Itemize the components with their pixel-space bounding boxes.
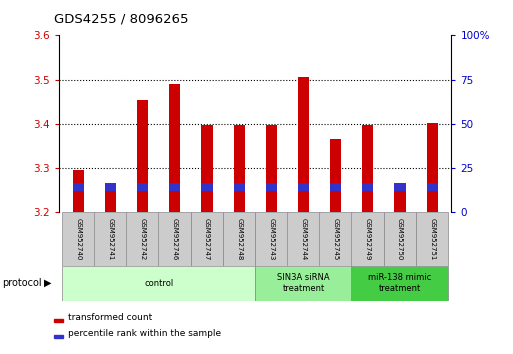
Text: GSM952740: GSM952740 [75, 218, 81, 260]
Bar [351, 212, 384, 266]
Text: GSM952751: GSM952751 [429, 218, 435, 260]
Bar [394, 183, 406, 191]
Bar [426, 122, 438, 212]
Bar [105, 184, 116, 212]
Bar [73, 183, 84, 191]
Bar [126, 212, 159, 266]
Bar [362, 183, 373, 191]
Bar [319, 212, 352, 266]
Bar [201, 183, 212, 191]
Text: GDS4255 / 8096265: GDS4255 / 8096265 [54, 12, 188, 25]
Text: SIN3A siRNA
treatment: SIN3A siRNA treatment [277, 274, 330, 293]
Text: GSM952744: GSM952744 [301, 218, 306, 260]
Bar [384, 212, 417, 266]
Bar [62, 266, 255, 301]
Text: ▶: ▶ [44, 278, 51, 288]
Text: percentile rank within the sample: percentile rank within the sample [68, 329, 221, 338]
Bar [330, 183, 341, 191]
Bar [233, 125, 245, 212]
Bar [223, 212, 255, 266]
Bar [137, 99, 148, 212]
Bar [255, 266, 352, 301]
Bar [137, 183, 148, 191]
Bar [416, 212, 448, 266]
Bar [330, 139, 341, 212]
Bar [266, 125, 277, 212]
Text: GSM952749: GSM952749 [365, 218, 371, 260]
Text: GSM952750: GSM952750 [397, 218, 403, 260]
Text: control: control [144, 279, 173, 288]
Bar [73, 170, 84, 212]
Bar [62, 212, 94, 266]
Bar [191, 212, 223, 266]
Text: transformed count: transformed count [68, 313, 152, 322]
Bar [287, 212, 320, 266]
Text: GSM952743: GSM952743 [268, 218, 274, 260]
Bar [159, 212, 191, 266]
Bar [105, 183, 116, 191]
Bar [169, 183, 181, 191]
Bar [233, 183, 245, 191]
Bar [169, 84, 181, 212]
Text: protocol: protocol [3, 278, 42, 288]
Bar [266, 183, 277, 191]
Bar [201, 125, 212, 212]
Bar [298, 183, 309, 191]
Bar [362, 125, 373, 212]
Text: GSM952748: GSM952748 [236, 218, 242, 260]
Text: GSM952742: GSM952742 [140, 218, 146, 260]
Bar [298, 78, 309, 212]
Text: miR-138 mimic
treatment: miR-138 mimic treatment [368, 274, 431, 293]
Bar [426, 183, 438, 191]
Text: GSM952741: GSM952741 [107, 218, 113, 260]
Text: GSM952746: GSM952746 [172, 218, 178, 260]
Bar [394, 187, 406, 212]
Bar [351, 266, 448, 301]
Text: GSM952745: GSM952745 [332, 218, 339, 260]
Bar [255, 212, 288, 266]
Text: GSM952747: GSM952747 [204, 218, 210, 260]
Bar [94, 212, 127, 266]
